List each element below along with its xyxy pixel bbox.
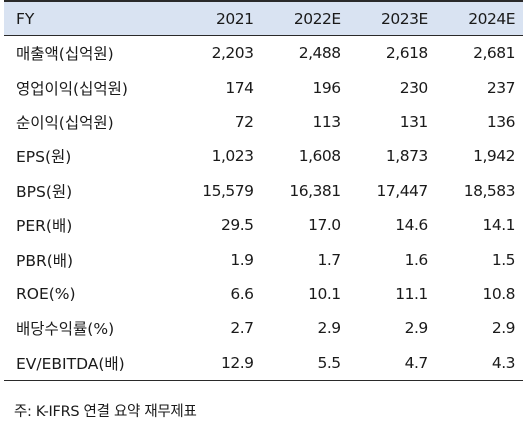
row-label: 영업이익(십억원) [16, 79, 128, 98]
cell-value: 72 [234, 112, 254, 131]
table-footnote: 주: K-IFRS 연결 요약 재무제표 [14, 404, 197, 420]
header-year-2023e: 2023E [381, 9, 428, 28]
table-row: ROE(%) 6.6 10.1 11.1 10.8 [4, 277, 523, 311]
cell-value: 2.9 [404, 319, 429, 338]
header-year-2022e: 2022E [293, 9, 341, 28]
cell-value: 17,447 [376, 181, 429, 200]
header-year-2024e: 2024E [468, 9, 515, 28]
cell-value: 1.5 [491, 250, 516, 269]
cell-value: 18,583 [463, 181, 516, 200]
cell-value: 10.1 [308, 284, 341, 303]
table-row: EV/EBITDA(배) 12.9 5.5 4.7 4.3 [4, 346, 523, 381]
financial-summary-table: FY 2021 2022E 2023E 2024E 매출액(십억원) 2,203… [4, 0, 523, 381]
row-label: PBR(배) [16, 251, 74, 270]
cell-value: 10.8 [482, 284, 515, 303]
cell-value: 12.9 [220, 353, 254, 372]
row-label: EV/EBITDA(배) [16, 354, 125, 373]
cell-value: 29.5 [220, 216, 254, 235]
cell-value: 2.7 [230, 319, 254, 338]
cell-value: 2.9 [491, 319, 516, 338]
cell-value: 6.6 [230, 284, 254, 303]
header-fy: FY [16, 9, 35, 28]
cell-value: 174 [225, 78, 254, 97]
cell-value: 113 [312, 112, 342, 131]
cell-value: 1,608 [298, 147, 341, 166]
table-row: 순이익(십억원) 72 113 131 136 [4, 105, 523, 139]
cell-value: 14.1 [482, 216, 515, 235]
cell-value: 1,023 [211, 147, 254, 166]
row-label: EPS(원) [16, 148, 72, 167]
cell-value: 1.6 [404, 250, 429, 269]
cell-value: 1,873 [385, 147, 428, 166]
cell-value: 196 [312, 78, 342, 97]
cell-value: 5.5 [317, 353, 341, 372]
cell-value: 230 [399, 78, 429, 97]
cell-value: 4.3 [491, 353, 516, 372]
table-row: 매출액(십억원) 2,203 2,488 2,618 2,681 [4, 36, 523, 71]
cell-value: 15,579 [202, 181, 254, 200]
cell-value: 1,942 [473, 147, 515, 166]
row-label: 순이익(십억원) [16, 113, 114, 132]
cell-value: 1.9 [230, 250, 254, 269]
row-label: ROE(%) [16, 284, 76, 303]
cell-value: 237 [486, 78, 516, 97]
cell-value: 4.7 [404, 353, 429, 372]
financial-summary-table-wrapper: FY 2021 2022E 2023E 2024E 매출액(십억원) 2,203… [4, 0, 523, 381]
cell-value: 17.0 [308, 216, 341, 235]
cell-value: 1.7 [317, 250, 341, 269]
table-row: EPS(원) 1,023 1,608 1,873 1,942 [4, 139, 523, 173]
table-row: PBR(배) 1.9 1.7 1.6 1.5 [4, 242, 523, 276]
row-label: PER(배) [16, 217, 73, 236]
cell-value: 2,203 [211, 44, 254, 63]
cell-value: 14.6 [395, 216, 428, 235]
cell-value: 2,681 [473, 44, 515, 63]
cell-value: 11.1 [395, 284, 428, 303]
table-row: 영업이익(십억원) 174 196 230 237 [4, 70, 523, 104]
cell-value: 16,381 [289, 181, 341, 200]
table-row: BPS(원) 15,579 16,381 17,447 18,583 [4, 174, 523, 208]
row-label: 매출액(십억원) [16, 45, 114, 64]
table-row: 배당수익률(%) 2.7 2.9 2.9 2.9 [4, 311, 523, 345]
row-label: BPS(원) [16, 182, 73, 201]
table-row: PER(배) 29.5 17.0 14.6 14.1 [4, 208, 523, 242]
table-header-row: FY 2021 2022E 2023E 2024E [4, 1, 523, 36]
cell-value: 131 [399, 112, 429, 131]
cell-value: 2,618 [385, 44, 428, 63]
cell-value: 2.9 [317, 319, 341, 338]
row-label: 배당수익률(%) [16, 320, 115, 339]
cell-value: 2,488 [298, 44, 341, 63]
cell-value: 136 [486, 112, 516, 131]
header-year-2021: 2021 [216, 9, 254, 28]
